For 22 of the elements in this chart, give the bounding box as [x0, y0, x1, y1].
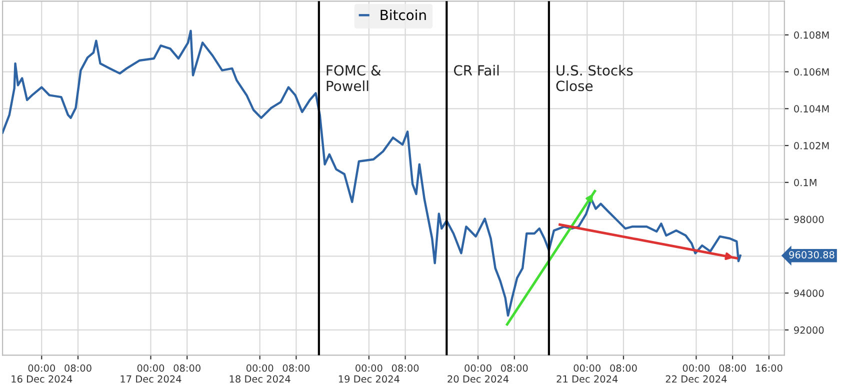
x-tick-label: 16:00	[756, 364, 782, 372]
x-tick-label: 08:00	[282, 364, 310, 372]
y-tick-label: 0.108M	[794, 31, 829, 39]
x-tick-label: 08:00	[719, 364, 746, 372]
y-tick-label: 0.1M	[794, 178, 816, 186]
y-tick-label: 0.102M	[794, 142, 829, 150]
y-tick-label: 0.104M	[794, 105, 829, 112]
ref-line-label: CR Fail	[454, 64, 499, 76]
legend-label: Bitcoin	[380, 9, 426, 20]
text: 96030.88	[789, 251, 834, 258]
y-tick-label: 94000	[794, 290, 824, 297]
x-tick-label: 08:00	[501, 364, 528, 372]
y-tick-label: 98000	[794, 216, 824, 224]
x-tick-label: 08:00	[610, 364, 637, 372]
x-tick-label: 08:00	[392, 364, 419, 372]
line-series	[2, 30, 742, 317]
x-tick-label: 08:00	[64, 364, 92, 372]
ref-line-label: U.S. Stocks Close	[556, 64, 633, 92]
ref-line-label: FOMC & Powell	[326, 65, 381, 92]
x-tick-label: 08:00	[174, 364, 200, 372]
y-tick-label: 92000	[794, 326, 824, 334]
y-tick-label: 0.106M	[794, 68, 829, 76]
